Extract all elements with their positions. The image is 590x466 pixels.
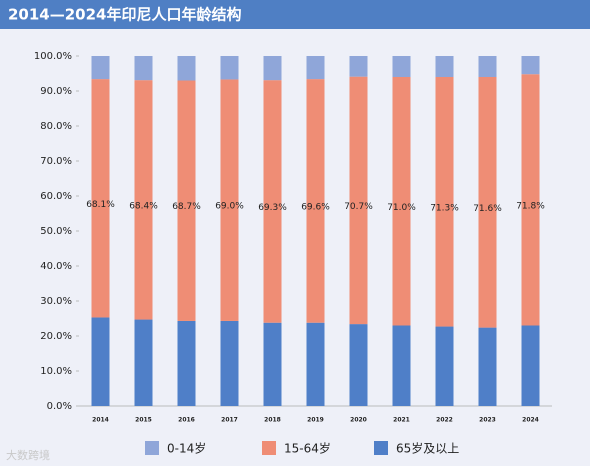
data-label: 70.7% (344, 202, 373, 212)
bar-segment (349, 324, 368, 406)
y-tick-label: 90.0% (40, 86, 72, 97)
bar-segment (91, 79, 110, 318)
x-tick-label: 2022 (436, 417, 453, 424)
y-tick-label: 80.0% (40, 121, 72, 132)
legend-swatch (262, 441, 276, 455)
bar-segment (392, 325, 411, 406)
bar-segment (306, 79, 325, 323)
x-tick-label: 2024 (522, 417, 539, 424)
bar-segment (521, 56, 540, 75)
bar-segment (177, 56, 196, 81)
y-tick-label: 100.0% (34, 51, 72, 62)
bar-segment (435, 326, 454, 406)
data-label: 71.0% (387, 203, 416, 213)
chart-title: 2014—2024年印尼人口年龄结构 (8, 6, 242, 24)
data-label: 68.4% (129, 201, 158, 211)
bar-segment (392, 77, 411, 326)
legend-label: 15-64岁 (284, 441, 331, 456)
bar-segment (478, 327, 497, 406)
x-tick-label: 2018 (264, 417, 281, 424)
y-tick-label: 30.0% (40, 296, 72, 307)
bar-segment (220, 56, 239, 80)
data-label: 71.3% (430, 203, 459, 213)
bar-segment (521, 325, 540, 406)
data-label: 69.0% (215, 202, 244, 212)
legend-label: 0-14岁 (167, 441, 206, 456)
bar-segment (263, 322, 282, 406)
bar-segment (435, 77, 454, 327)
y-tick-label: 60.0% (40, 191, 72, 202)
legend-swatch (374, 441, 388, 455)
bar-segment (91, 56, 110, 80)
bar-segment (177, 320, 196, 406)
bar-segment (177, 80, 196, 321)
x-tick-label: 2016 (178, 417, 195, 424)
bar-segment (349, 56, 368, 77)
bar-segment (478, 56, 497, 77)
bar-segment (263, 56, 282, 81)
y-tick-label: 20.0% (40, 331, 72, 342)
x-tick-label: 2023 (479, 417, 496, 424)
watermark: 大数跨境 (6, 448, 50, 462)
x-tick-label: 2014 (92, 417, 109, 424)
y-tick-label: 50.0% (40, 226, 72, 237)
bar-segment (220, 79, 239, 321)
data-label: 69.3% (258, 203, 287, 213)
bar-segment (134, 80, 153, 320)
y-tick-label: 70.0% (40, 156, 72, 167)
bar-segment (306, 322, 325, 406)
data-label: 68.1% (86, 200, 115, 210)
data-label: 69.6% (301, 202, 330, 212)
bar-segment (134, 56, 153, 81)
title-bar (0, 0, 590, 29)
data-label: 71.6% (473, 204, 502, 214)
y-tick-label: 10.0% (40, 366, 72, 377)
x-tick-label: 2015 (135, 417, 152, 424)
legend-swatch (145, 441, 159, 455)
bar-segment (91, 317, 110, 406)
bar-segment (306, 56, 325, 80)
bar-segment (349, 76, 368, 325)
x-tick-label: 2019 (307, 417, 324, 424)
data-label: 68.7% (172, 202, 201, 212)
data-label: 71.8% (516, 201, 545, 211)
bar-segment (134, 319, 153, 406)
x-tick-label: 2020 (350, 417, 367, 424)
bar-segment (392, 56, 411, 77)
x-tick-label: 2017 (221, 417, 238, 424)
bar-segment (263, 80, 282, 323)
bar-segment (478, 77, 497, 328)
y-tick-label: 40.0% (40, 261, 72, 272)
bar-segment (435, 56, 454, 77)
legend-label: 65岁及以上 (396, 441, 459, 456)
y-tick-label: 0.0% (47, 401, 72, 412)
bar-segment (521, 74, 540, 326)
x-tick-label: 2021 (393, 417, 410, 424)
bar-segment (220, 320, 239, 406)
